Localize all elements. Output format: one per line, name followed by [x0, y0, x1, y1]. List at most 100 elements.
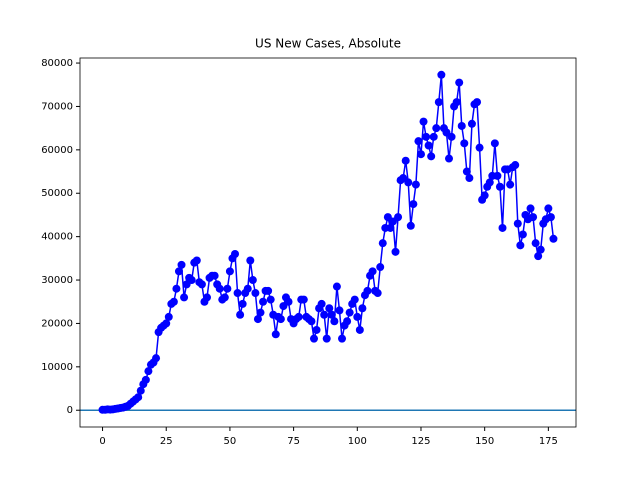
data-point — [180, 293, 189, 302]
data-point — [236, 310, 245, 319]
data-point — [465, 174, 474, 183]
data-point — [325, 304, 334, 313]
data-point — [462, 167, 471, 176]
x-tick-label: 100 — [348, 436, 367, 447]
x-tick-label: 0 — [99, 436, 105, 447]
data-point — [317, 299, 326, 308]
data-point — [475, 143, 484, 152]
data-point — [437, 70, 446, 79]
data-point — [406, 221, 415, 230]
x-tick-label: 25 — [160, 436, 173, 447]
data-point — [152, 354, 161, 363]
data-point — [427, 152, 436, 161]
x-tick-label: 150 — [475, 436, 494, 447]
data-point — [243, 284, 252, 293]
data-point — [169, 297, 178, 306]
data-point — [411, 180, 420, 189]
data-point — [368, 267, 377, 276]
data-point — [343, 317, 352, 326]
data-point — [363, 286, 372, 295]
data-point — [455, 78, 464, 87]
data-point — [447, 132, 456, 141]
data-point — [429, 132, 438, 141]
data-point — [264, 286, 273, 295]
data-point — [134, 393, 143, 402]
chart-title: US New Cases, Absolute — [255, 37, 401, 51]
plot-frame — [79, 57, 577, 428]
data-point — [445, 154, 454, 163]
data-point — [414, 137, 423, 146]
data-point — [225, 267, 234, 276]
y-tick-label: 20000 — [41, 318, 73, 329]
data-point — [332, 282, 341, 291]
data-point — [401, 156, 410, 165]
data-point — [144, 367, 153, 376]
data-point — [416, 150, 425, 159]
data-point — [231, 250, 240, 259]
data-point — [320, 310, 329, 319]
data-point — [246, 256, 255, 265]
data-point — [485, 178, 494, 187]
data-point — [174, 267, 183, 276]
data-point — [162, 319, 171, 328]
data-point — [259, 297, 268, 306]
data-point — [309, 334, 318, 343]
data-point — [419, 117, 428, 126]
x-tick-label: 125 — [411, 436, 430, 447]
data-point — [312, 325, 321, 334]
data-point — [490, 139, 499, 148]
data-point — [248, 276, 257, 285]
data-point — [531, 239, 540, 248]
data-point — [233, 289, 242, 298]
data-point — [386, 223, 395, 232]
data-point — [136, 386, 145, 395]
data-point — [294, 312, 303, 321]
y-tick-label: 0 — [67, 405, 73, 416]
data-point — [394, 213, 403, 222]
data-point — [546, 213, 555, 222]
data-point — [141, 375, 150, 384]
y-tick-label: 10000 — [41, 362, 73, 373]
data-point — [345, 308, 354, 317]
data-point — [238, 299, 247, 308]
data-point — [529, 213, 538, 222]
data-point — [266, 295, 275, 304]
data-point — [432, 124, 441, 133]
data-point — [271, 330, 280, 339]
x-tick-label: 175 — [539, 436, 558, 447]
data-point — [493, 171, 502, 180]
data-point — [210, 271, 219, 280]
data-point — [452, 98, 461, 107]
data-point — [192, 256, 201, 265]
data-point — [256, 308, 265, 317]
data-point — [495, 182, 504, 191]
data-point — [197, 280, 206, 289]
data-point — [473, 98, 482, 107]
y-tick-label: 50000 — [41, 188, 73, 199]
data-point — [355, 325, 364, 334]
data-point — [373, 289, 382, 298]
data-point — [513, 219, 522, 228]
data-point — [335, 306, 344, 315]
data-point — [511, 161, 520, 170]
data-point — [350, 295, 359, 304]
y-tick-label: 70000 — [41, 101, 73, 112]
data-point — [404, 178, 413, 187]
data-point — [215, 284, 224, 293]
data-point — [526, 204, 535, 213]
series-line — [102, 74, 555, 411]
data-point — [187, 276, 196, 285]
data-point — [422, 132, 431, 141]
data-point — [223, 284, 232, 293]
data-point — [516, 241, 525, 250]
data-point — [327, 310, 336, 319]
data-point — [536, 245, 545, 254]
data-point — [307, 317, 316, 326]
data-point — [338, 334, 347, 343]
data-point — [177, 260, 186, 269]
data-point — [409, 200, 418, 209]
data-point — [376, 263, 385, 272]
y-tick-label: 30000 — [41, 275, 73, 286]
